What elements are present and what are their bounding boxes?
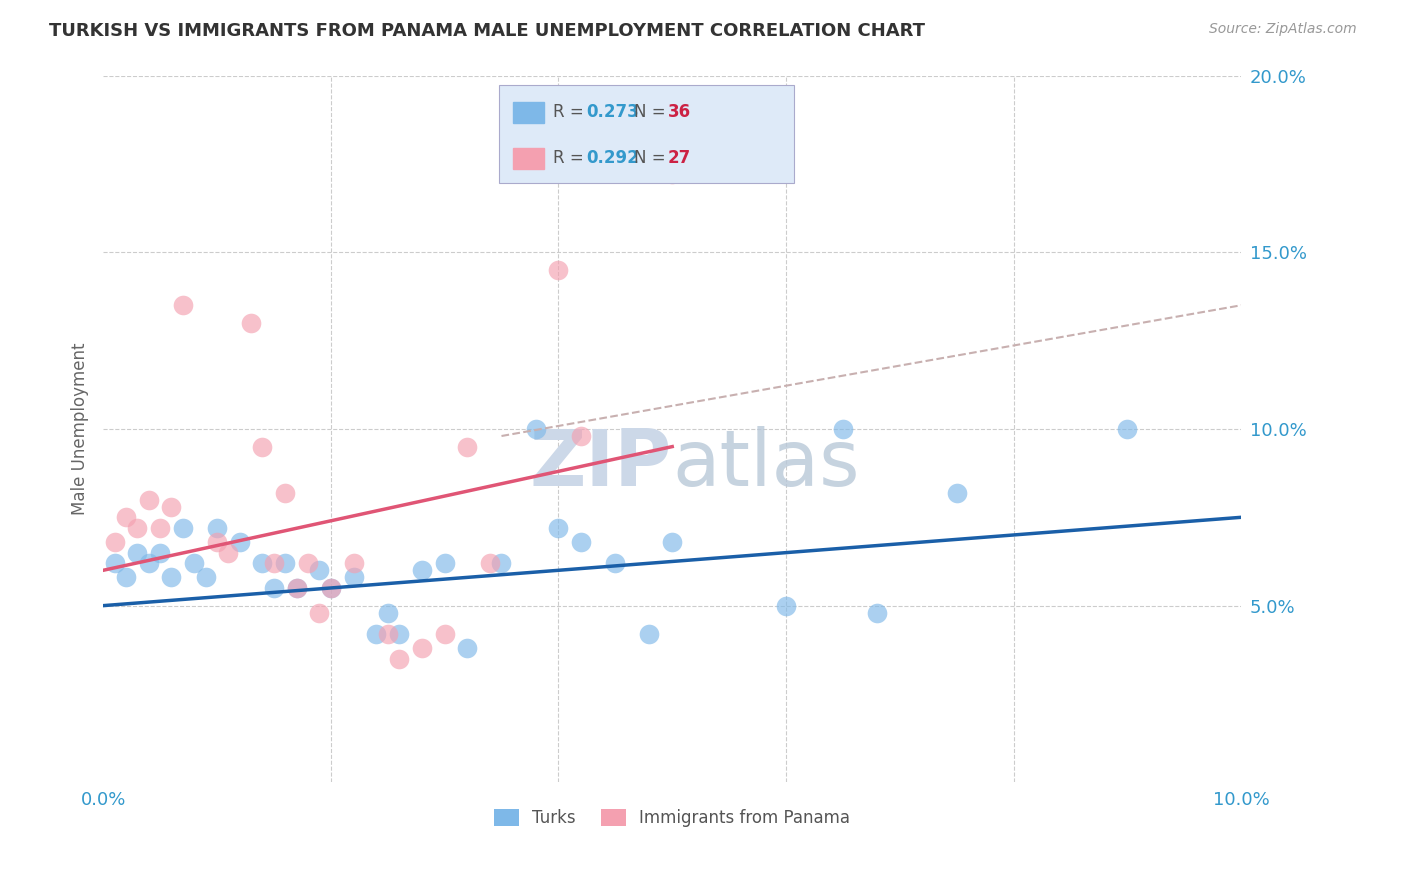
Point — [308, 563, 330, 577]
Point — [605, 556, 627, 570]
Text: 36: 36 — [668, 103, 690, 121]
Text: 0.273: 0.273 — [586, 103, 640, 121]
Point — [388, 651, 411, 665]
Point — [569, 429, 592, 443]
Point — [263, 556, 285, 570]
Point — [479, 556, 502, 570]
Text: TURKISH VS IMMIGRANTS FROM PANAMA MALE UNEMPLOYMENT CORRELATION CHART: TURKISH VS IMMIGRANTS FROM PANAMA MALE U… — [49, 22, 925, 40]
Point — [832, 422, 855, 436]
Point — [252, 440, 274, 454]
Text: R =: R = — [553, 103, 589, 121]
Point — [285, 581, 308, 595]
Text: N =: N = — [634, 149, 671, 168]
Text: N =: N = — [634, 103, 671, 121]
Point — [319, 581, 342, 595]
Point — [285, 581, 308, 595]
Point — [308, 606, 330, 620]
Point — [297, 556, 319, 570]
Point — [377, 606, 399, 620]
Point — [524, 422, 547, 436]
Point — [411, 641, 433, 656]
Point — [160, 570, 183, 584]
Point — [661, 168, 683, 182]
Point — [319, 581, 342, 595]
Text: R =: R = — [553, 149, 589, 168]
Point — [252, 556, 274, 570]
Text: 0.292: 0.292 — [586, 149, 640, 168]
Point — [138, 492, 160, 507]
Point — [205, 521, 228, 535]
Point — [149, 546, 172, 560]
Legend: Turks, Immigrants from Panama: Turks, Immigrants from Panama — [488, 803, 858, 834]
Point — [661, 535, 683, 549]
Point — [149, 521, 172, 535]
Y-axis label: Male Unemployment: Male Unemployment — [72, 343, 89, 516]
Point — [1116, 422, 1139, 436]
Point — [411, 563, 433, 577]
Point — [115, 570, 138, 584]
Point — [775, 599, 797, 613]
Point — [638, 627, 661, 641]
Point — [274, 556, 297, 570]
Point — [228, 535, 250, 549]
Point — [127, 521, 149, 535]
Point — [342, 570, 364, 584]
Text: 27: 27 — [668, 149, 692, 168]
Point — [491, 556, 513, 570]
Point — [377, 627, 399, 641]
Point — [217, 546, 239, 560]
Point — [103, 535, 125, 549]
Point — [240, 316, 263, 330]
Point — [547, 263, 569, 277]
Point — [263, 581, 285, 595]
Point — [547, 521, 569, 535]
Point — [388, 627, 411, 641]
Point — [456, 440, 478, 454]
Text: Source: ZipAtlas.com: Source: ZipAtlas.com — [1209, 22, 1357, 37]
Point — [456, 641, 478, 656]
Point — [945, 485, 967, 500]
Text: atlas: atlas — [672, 426, 859, 502]
Point — [194, 570, 217, 584]
Point — [160, 500, 183, 514]
Point — [138, 556, 160, 570]
Point — [183, 556, 205, 570]
Point — [569, 535, 592, 549]
Point — [274, 485, 297, 500]
Point — [103, 556, 125, 570]
Point — [205, 535, 228, 549]
Point — [115, 510, 138, 524]
Point — [172, 298, 194, 312]
Point — [127, 546, 149, 560]
Point — [433, 627, 456, 641]
Point — [366, 627, 388, 641]
Point — [433, 556, 456, 570]
Point — [172, 521, 194, 535]
Point — [866, 606, 889, 620]
Point — [342, 556, 364, 570]
Text: ZIP: ZIP — [530, 426, 672, 502]
